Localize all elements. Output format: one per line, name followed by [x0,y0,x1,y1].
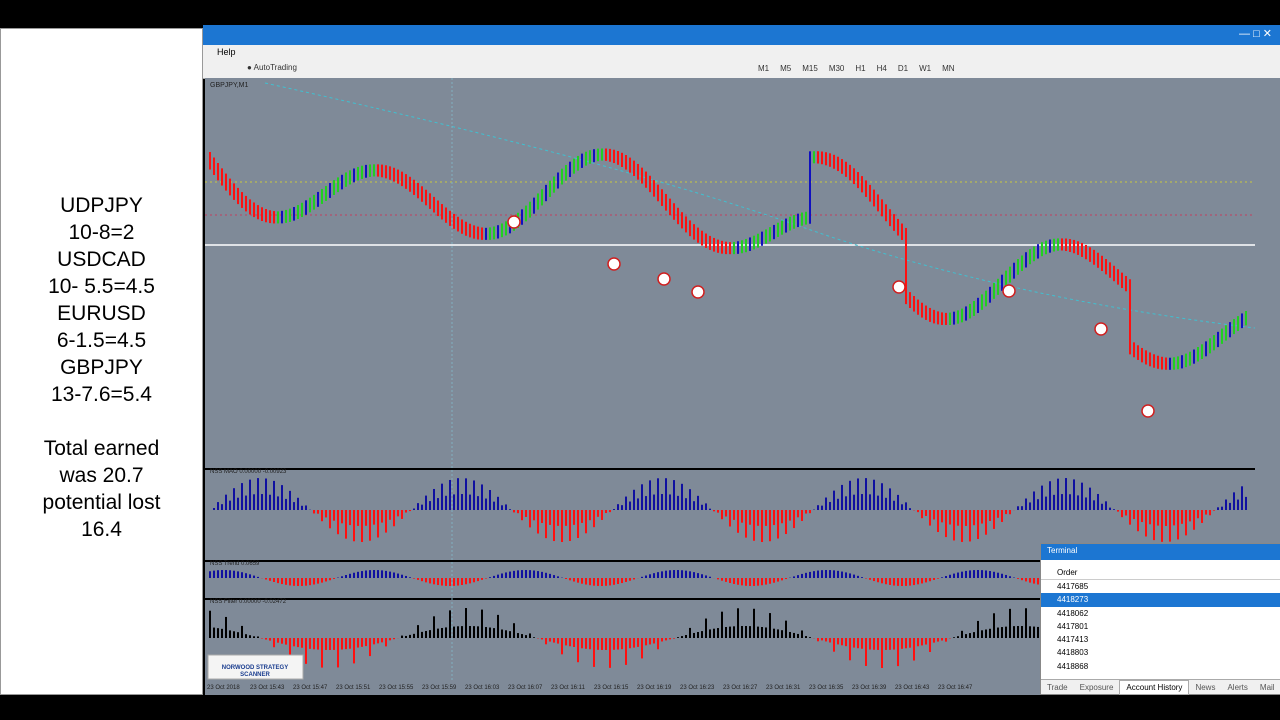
note-line: 10- 5.5=4.5 [48,275,155,298]
logo-box [207,654,304,680]
timeframes: M1 M5 M15 M30 H1 H4 D1 W1 MN [758,64,966,73]
terminal-tab[interactable]: Alerts [1227,683,1248,692]
order-row[interactable]: 4418868 [1057,661,1089,671]
timeframe-button[interactable]: H1 [855,64,866,73]
notes-panel: UDPJPY 10-8=2 USDCAD 10- 5.5=4.5 EURUSD 6-1.5… [0,28,203,695]
note-line: USDCAD [57,248,146,271]
time-label: 23 Oct 2018 [207,685,240,691]
autotrading-button[interactable]: ● AutoTrading [247,63,297,72]
terminal-title: Terminal [1041,544,1280,560]
time-label: 23 Oct 15:51 [336,685,371,691]
indicator-label: NSS Trend 0.0659 [210,561,260,567]
order-row[interactable]: 4418803 [1057,648,1089,658]
note-line: Total earned [43,437,160,460]
order-row[interactable]: 4417685 [1057,582,1089,591]
terminal-tab[interactable]: Trade [1047,683,1068,692]
order-row[interactable]: 4418062 [1057,608,1089,618]
note-line: 6-1.5=4.5 [56,329,147,352]
trade-marker [657,272,671,286]
time-label: 23 Oct 16:23 [680,685,715,691]
time-label: 23 Oct 16:07 [508,685,543,691]
note-line: potential lost [42,491,161,514]
order-row[interactable]: 4417801 [1057,621,1089,631]
terminal: Terminal Order 4417685 4418273 4418062 4417… [1040,543,1280,695]
timeframe-button[interactable]: M1 [758,64,770,73]
order-row[interactable]: 4417413 [1057,635,1089,645]
terminal-tabs: Trade Exposure Account History News Alerts Ma… [1041,679,1280,695]
trade-marker [691,285,705,299]
note-line: EURUSD [57,302,146,325]
timeframe-button[interactable]: W1 [919,64,932,73]
time-label: 23 Oct 16:39 [852,685,887,691]
order-header: Order [1041,560,1280,580]
time-label: 23 Oct 15:55 [379,685,414,691]
time-label: 23 Oct 15:47 [293,685,328,691]
note-line: 13-7.6=5.4 [50,383,152,406]
terminal-tab[interactable]: Account History [1119,680,1190,695]
time-label: 23 Oct 16:19 [637,685,672,691]
indicator-label: NSS MAO 0.00000 -0.00923 [210,469,287,475]
bottom-bar [0,695,1280,720]
time-axis [205,680,1280,695]
symbol-label: GBPJPY,M1 [210,82,248,89]
trade-marker [1141,404,1155,418]
note-line: GBPJPY [60,356,143,379]
menu-help[interactable]: Help [217,47,236,57]
toolbar: ● AutoTrading M1 M5 M15 M30 H1 H4 D1 W1 MN [203,60,1280,79]
moving-average [264,82,1256,329]
summary-notes: Total earned was 20.7 potential lost 16.4 [1,435,202,543]
time-label: 23 Oct 16:31 [766,685,801,691]
time-label: 23 Oct 16:43 [895,685,930,691]
timeframe-button[interactable]: MN [942,64,955,73]
order-list: 4417685 4418273 4418062 4417801 4417413 44188… [1041,580,1280,673]
trade-marker [1002,284,1016,298]
time-label: 23 Oct 16:27 [723,685,758,691]
trade-marker [507,215,521,229]
timeframe-button[interactable]: M30 [828,64,845,73]
timeframe-button[interactable]: D1 [897,64,909,73]
note-line: 16.4 [81,518,122,541]
logo-text: SCANNER [240,672,270,678]
note-line: UDPJPY [60,194,143,217]
autotrading-label: AutoTrading [253,63,297,72]
terminal-tab[interactable]: Exposure [1079,683,1114,692]
menu-bar: Help [203,45,1280,60]
title-bar: — □ ✕ [203,25,1280,45]
logo-text: NORWOOD STRATEGY [222,665,288,671]
terminal-tab[interactable]: Mail [1259,683,1275,692]
trade-marker [1094,322,1108,336]
time-label: 23 Oct 16:03 [465,685,500,691]
trade-marker [607,257,621,271]
terminal-tab[interactable]: News [1195,683,1216,692]
time-label: 23 Oct 16:15 [594,685,629,691]
time-label: 23 Oct 16:35 [809,685,844,691]
time-label: 23 Oct 16:11 [551,685,586,691]
time-label: 23 Oct 15:59 [422,685,457,691]
price-pane [205,78,1255,468]
indicator-label: NSS Filter 0.00000 -0.02472 [210,599,287,605]
note-line: 10-8=2 [68,221,135,244]
timeframe-button[interactable]: M5 [780,64,792,73]
timeframe-button[interactable]: M15 [802,64,818,73]
pair-notes: UDPJPY 10-8=2 USDCAD 10- 5.5=4.5 EURUSD 6-1.5… [1,192,202,408]
order-row[interactable]: 4418273 [1041,593,1280,607]
trade-marker [892,280,906,294]
time-label: 23 Oct 15:43 [250,685,285,691]
note-line: was 20.7 [59,464,144,487]
timeframe-button[interactable]: H4 [876,64,887,73]
time-label: 23 Oct 16:47 [938,685,973,691]
